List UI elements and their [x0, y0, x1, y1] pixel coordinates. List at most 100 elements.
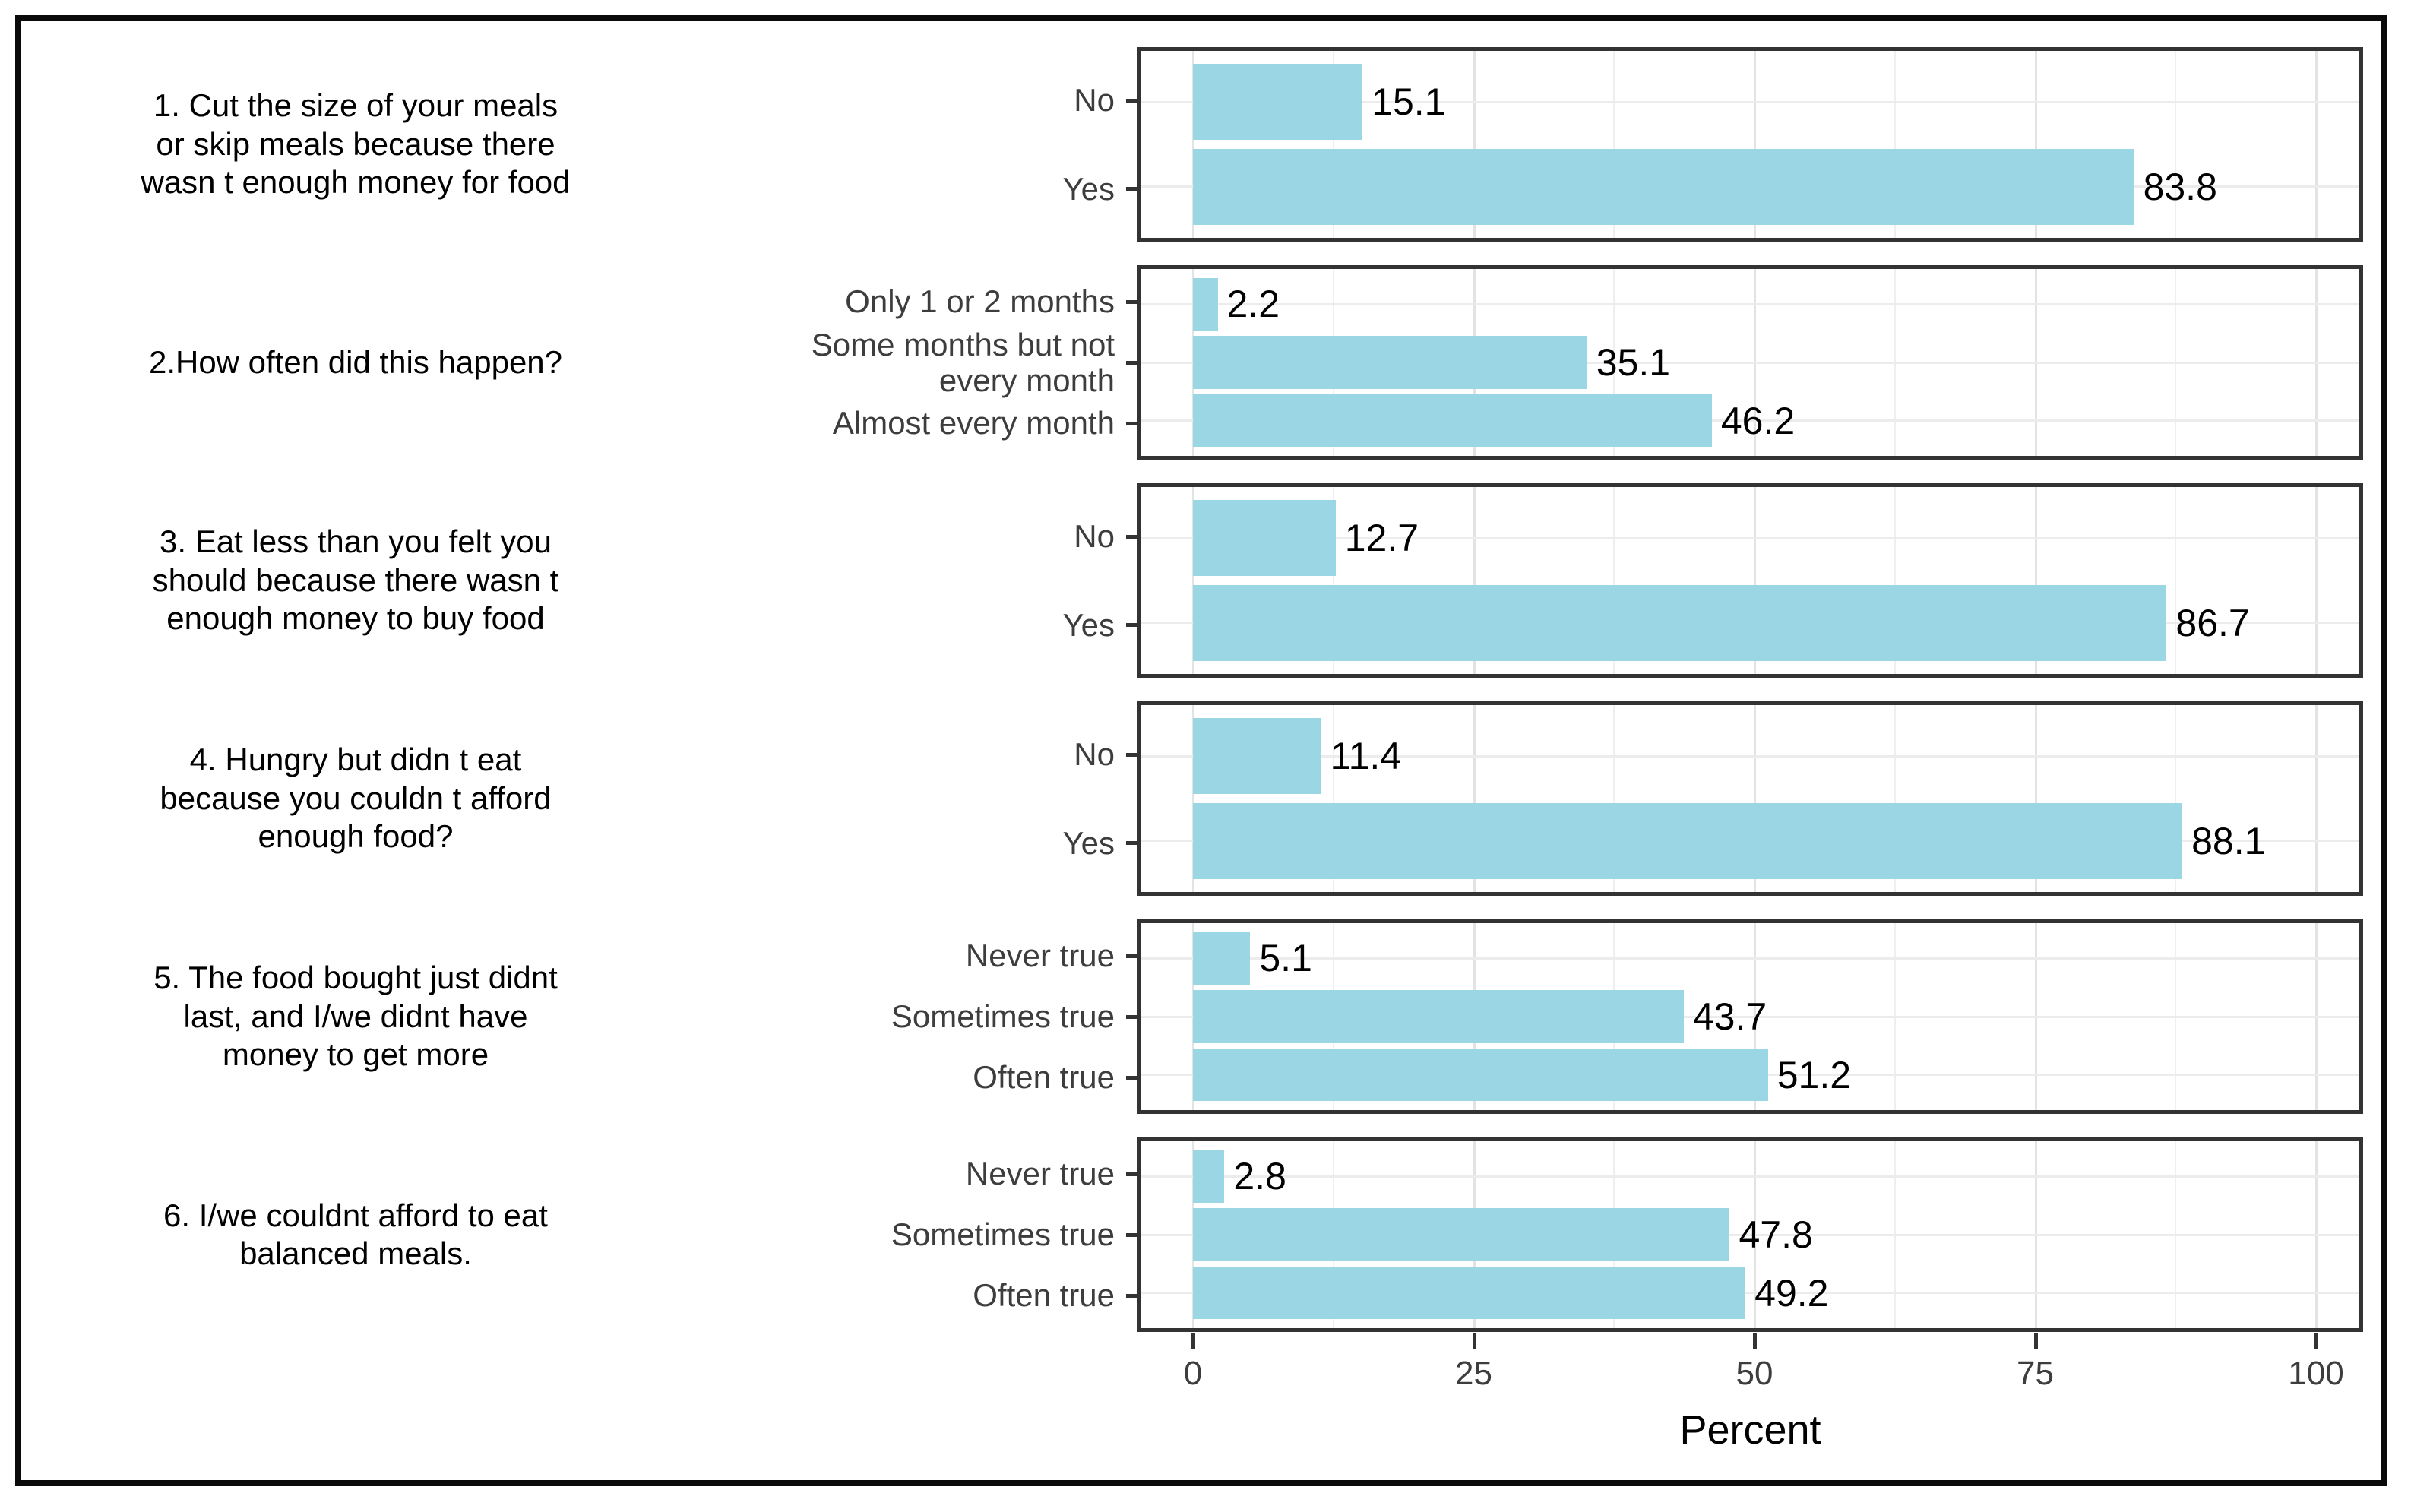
category-gridline [1141, 100, 2359, 103]
bar-value-label: 15.1 [1372, 81, 1446, 124]
y-tick-mark [1126, 841, 1137, 846]
bar-value-label: 11.4 [1330, 735, 1402, 778]
x-tick-label: 75 [2017, 1355, 2054, 1392]
minor-gridline [2175, 705, 2177, 892]
y-tick-label: Often true [973, 1277, 1115, 1314]
x-tick-label: 50 [1735, 1355, 1773, 1392]
bar-value-label: 46.2 [1720, 399, 1796, 442]
y-tick-mark [1126, 1076, 1137, 1080]
y-tick-label: Yes [1062, 170, 1115, 207]
minor-gridline [1332, 705, 1334, 892]
bar [1193, 990, 1684, 1043]
x-tick-mark [2314, 1333, 2318, 1349]
category-gridline [1141, 419, 2359, 422]
bar-value-label: 47.8 [1739, 1213, 1813, 1256]
y-tick-label: Often true [973, 1059, 1115, 1096]
minor-gridline [1613, 487, 1615, 674]
bar [1193, 1150, 1225, 1203]
y-tick-mark [1126, 98, 1137, 103]
bar [1193, 1049, 1768, 1102]
minor-gridline [2175, 487, 2177, 674]
facet-panel: 15.1 83.8 [1137, 47, 2363, 242]
bar [1193, 584, 2167, 662]
facet-strip-label: 4. Hungry but didn t eat because you cou… [160, 742, 552, 855]
x-tick-mark [1472, 1333, 1476, 1349]
minor-gridline [1613, 705, 1615, 892]
y-tick-mark [1126, 300, 1137, 304]
y-tick-label: Never true [965, 1156, 1115, 1192]
y-tick-label: Some months but not every month [811, 326, 1115, 398]
x-axis-title: Percent [1679, 1407, 1821, 1453]
x-tick-mark [1191, 1333, 1195, 1349]
minor-gridline [1894, 487, 1896, 674]
major-gridline [2034, 705, 2037, 892]
major-gridline [1192, 705, 1194, 892]
facet-panel: 5.1 43.7 51.2 [1137, 919, 2363, 1114]
bar-value-label: 86.7 [2175, 601, 2250, 644]
y-tick-mark [1126, 623, 1137, 628]
bar [1193, 63, 1363, 141]
y-tick-label: Almost every month [832, 405, 1115, 441]
facet-panel: 12.7 86.7 [1137, 483, 2363, 678]
bar [1193, 717, 1321, 795]
bar [1193, 802, 2183, 880]
x-tick-mark [1753, 1333, 1757, 1349]
x-tick-label: 100 [2288, 1355, 2344, 1392]
x-tick-label: 25 [1455, 1355, 1492, 1392]
minor-gridline [1894, 705, 1896, 892]
category-gridline [1141, 302, 2359, 305]
bar [1193, 1267, 1746, 1320]
facet-panel: 2.8 47.8 49.2 [1137, 1137, 2363, 1332]
y-tick-mark [1126, 422, 1137, 425]
category-gridline [1141, 1292, 2359, 1295]
major-gridline [1754, 51, 1756, 238]
major-gridline [2315, 705, 2318, 892]
major-gridline [1192, 51, 1194, 238]
bar [1193, 499, 1336, 577]
category-gridline [1141, 1233, 2359, 1236]
major-gridline [2034, 487, 2037, 674]
category-gridline [1141, 1175, 2359, 1178]
minor-gridline [1894, 51, 1896, 238]
y-tick-label: No [1074, 736, 1115, 773]
facet-panel: 2.2 35.1 46.2 [1137, 265, 2363, 460]
minor-gridline [1332, 487, 1334, 674]
bar [1193, 336, 1587, 389]
y-tick-mark [1126, 1294, 1137, 1298]
major-gridline [1473, 487, 1476, 674]
minor-gridline [2175, 51, 2177, 238]
y-tick-label: Only 1 or 2 months [845, 283, 1115, 320]
bar [1193, 932, 1251, 985]
major-gridline [1754, 487, 1756, 674]
facet-panel: 11.4 88.1 [1137, 701, 2363, 896]
bar-value-label: 5.1 [1259, 937, 1312, 980]
y-tick-mark [1126, 1015, 1137, 1019]
major-gridline [2034, 51, 2037, 238]
y-tick-label: Yes [1062, 824, 1115, 861]
category-gridline [1141, 536, 2359, 539]
major-gridline [2315, 487, 2318, 674]
bar-value-label: 83.8 [2143, 165, 2217, 208]
facet-strip-label: 1. Cut the size of your meals or skip me… [141, 87, 571, 201]
y-tick-label: Sometimes true [891, 1216, 1115, 1253]
bar [1193, 1208, 1730, 1261]
bar-value-label: 2.2 [1226, 283, 1280, 326]
major-gridline [2315, 51, 2318, 238]
bar-value-label: 51.2 [1777, 1053, 1852, 1096]
y-tick-mark [1126, 534, 1137, 539]
x-tick-label: 0 [1183, 1355, 1203, 1392]
facet-strip-label: 5. The food bought just didnt last, and … [153, 960, 558, 1073]
y-tick-mark [1126, 361, 1137, 365]
bar-value-label: 12.7 [1344, 517, 1419, 560]
x-tick-mark [2033, 1333, 2038, 1349]
figure-border [15, 15, 2387, 1486]
y-tick-mark [1126, 954, 1137, 958]
bar [1193, 148, 2134, 226]
facet-strip-label: 3. Eat less than you felt you should bec… [152, 524, 559, 637]
major-gridline [1473, 705, 1476, 892]
major-gridline [1754, 705, 1756, 892]
bar-value-label: 43.7 [1692, 995, 1767, 1038]
y-tick-mark [1126, 187, 1137, 191]
y-tick-mark [1126, 752, 1137, 757]
